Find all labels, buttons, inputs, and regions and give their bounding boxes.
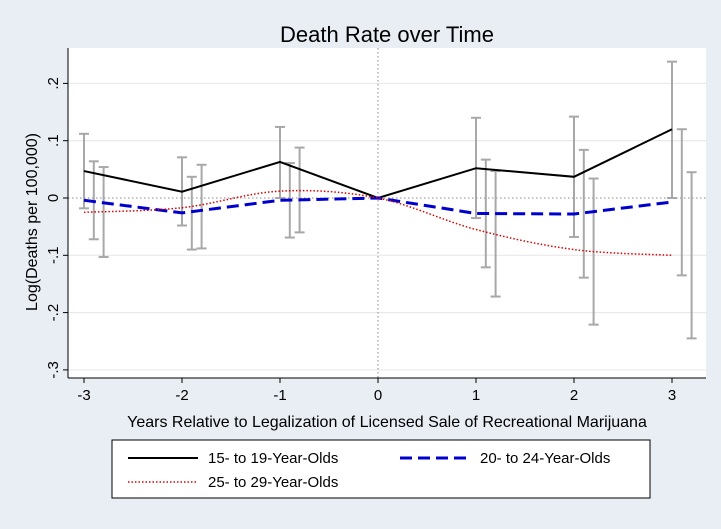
y-tick-label: -.2: [45, 304, 62, 322]
y-tick-label: 0: [45, 194, 62, 202]
legend: 15- to 19-Year-Olds 20- to 24-Year-Olds 25…: [128, 450, 610, 491]
axes: -.3 -.2 -.1 0 .1 .2 -3 -2 -1 0 1 2 3: [45, 48, 706, 404]
x-tick-label: -3: [77, 387, 90, 404]
grid-layer: [68, 82, 706, 371]
x-tick-label: 2: [570, 387, 578, 404]
x-tick-label: 0: [374, 387, 382, 404]
reference-lines: [68, 48, 706, 378]
y-tick-label: .1: [45, 134, 62, 147]
plot-area: [68, 48, 706, 378]
x-tick-label: -1: [273, 387, 286, 404]
x-axis-label: Years Relative to Legalization of Licens…: [127, 414, 647, 431]
chart-title: Death Rate over Time: [280, 22, 494, 47]
y-axis-label: Log(Deaths per 100,000): [24, 133, 41, 311]
series-line-2: [83, 196, 673, 216]
x-tick-label: 3: [668, 387, 676, 404]
y-tick-label: -.3: [45, 361, 62, 379]
confidence-intervals: [79, 60, 697, 340]
legend-label-2: 20- to 24-Year-Olds: [480, 450, 610, 467]
legend-label-3: 25- to 29-Year-Olds: [208, 474, 338, 491]
series-lines: [83, 128, 673, 257]
series-line-3: [83, 189, 673, 257]
x-tick-label: 1: [472, 387, 480, 404]
x-tick-label: -2: [175, 387, 188, 404]
legend-label-1: 15- to 19-Year-Olds: [208, 450, 338, 467]
legend-box: [111, 439, 651, 499]
y-tick-label: -.1: [45, 247, 62, 265]
y-tick-label: .2: [45, 77, 62, 90]
